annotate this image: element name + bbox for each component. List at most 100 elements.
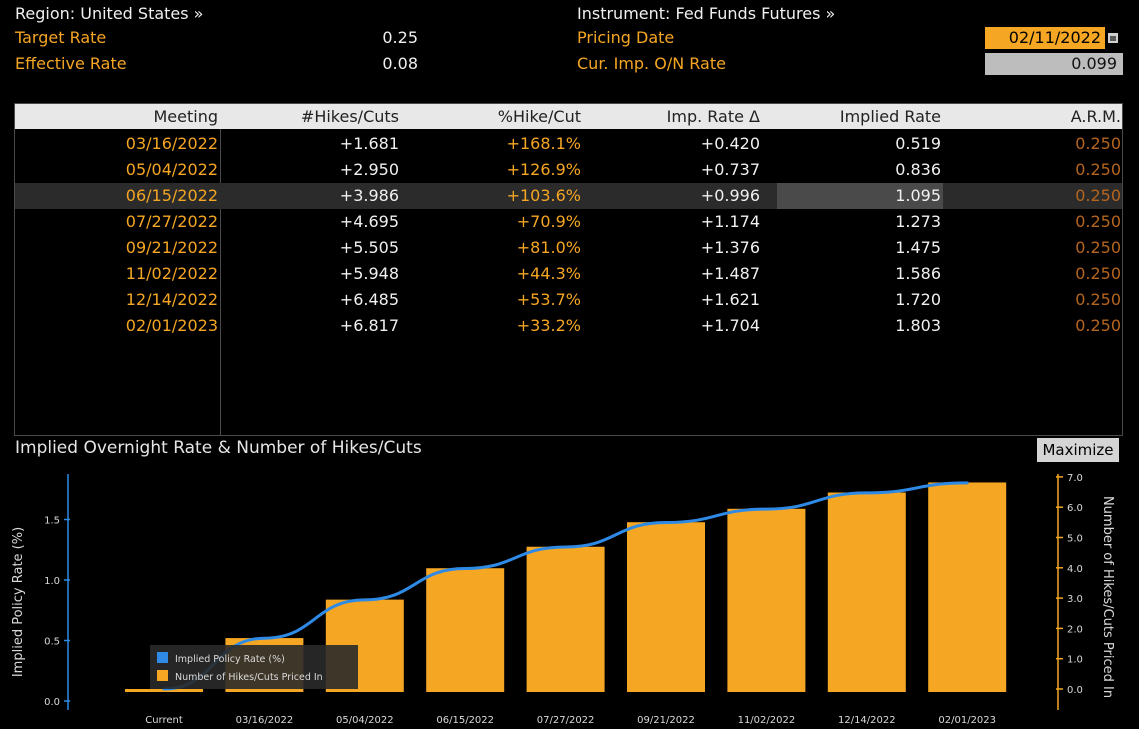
- rate-hikes-chart: 0.0 0.5 1.0 1.5 0.0 1.0 2.0 3.0 4.0 5.0 6.0 7.0 Impl…: [11, 473, 1115, 726]
- table-row[interactable]: 06/15/2022 +3.986 +103.6% +0.996 1.095 0.250: [15, 183, 1122, 209]
- cell-implied-rate: 1.095: [895, 186, 941, 205]
- x-tick-label: 07/27/2022: [537, 715, 595, 726]
- bar-hikes-3: [426, 568, 505, 692]
- cell-implied-rate: 1.720: [895, 290, 941, 309]
- column-divider: [220, 129, 221, 435]
- table-row[interactable]: 03/16/2022 +1.681 +168.1% +0.420 0.519 0.250: [15, 131, 1122, 157]
- effective-rate-value: 0.08: [382, 54, 418, 73]
- cell-meeting-date: 12/14/2022: [125, 290, 218, 309]
- target-rate-value: 0.25: [382, 28, 418, 47]
- cell-meeting-date: 11/02/2022: [125, 264, 218, 283]
- cell-meeting-date: 03/16/2022: [125, 134, 218, 153]
- legend-swatch-hikes: [157, 670, 168, 681]
- x-tick-label: Current: [145, 715, 183, 726]
- cell-hikes-cuts: +6.485: [339, 290, 399, 309]
- x-tick-label: 02/01/2023: [938, 715, 996, 726]
- chart-title: Implied Overnight Rate & Number of Hikes…: [15, 438, 422, 458]
- cell-imp-rate-delta: +1.704: [700, 316, 760, 335]
- cell-arm-rate: 0.250: [1075, 290, 1121, 309]
- legend-box: [150, 645, 358, 689]
- table-row[interactable]: 09/21/2022 +5.505 +81.0% +1.376 1.475 0.250: [15, 235, 1122, 261]
- y-axis-title: Implied Policy Rate (%): [11, 527, 26, 677]
- cell-imp-rate-delta: +1.174: [700, 212, 760, 231]
- cell-pct-hike-cut: +168.1%: [506, 134, 581, 153]
- cell-hikes-cuts: +5.505: [339, 238, 399, 257]
- legend-label-hikes: Number of Hikes/Cuts Priced In: [175, 672, 323, 683]
- right-tick-label: 5.0: [1067, 534, 1083, 545]
- cell-meeting-date: 07/27/2022: [125, 212, 218, 231]
- pricing-date-input[interactable]: 02/11/2022: [985, 27, 1105, 49]
- right-tick-label: 1.0: [1067, 655, 1083, 666]
- selected-cell-highlight: [777, 183, 943, 209]
- x-tick-label: 06/15/2022: [436, 715, 494, 726]
- x-tick-label: 05/04/2022: [336, 715, 394, 726]
- table-row[interactable]: 02/01/2023 +6.817 +33.2% +1.704 1.803 0.250: [15, 313, 1122, 339]
- bar-hikes-6: [727, 508, 806, 692]
- table-row[interactable]: 12/14/2022 +6.485 +53.7% +1.621 1.720 0.250: [15, 287, 1122, 313]
- col-header-meeting[interactable]: Meeting: [153, 107, 218, 126]
- table-row[interactable]: 07/27/2022 +4.695 +70.9% +1.174 1.273 0.250: [15, 209, 1122, 235]
- meeting-table: Meeting #Hikes/Cuts %Hike/Cut Imp. Rate …: [14, 103, 1123, 436]
- col-header-arm[interactable]: A.R.M.: [1070, 107, 1121, 126]
- cell-pct-hike-cut: +70.9%: [516, 212, 581, 231]
- cell-meeting-date: 05/04/2022: [125, 160, 218, 179]
- cell-hikes-cuts: +4.695: [339, 212, 399, 231]
- cell-implied-rate: 1.803: [895, 316, 941, 335]
- cell-meeting-date: 06/15/2022: [125, 186, 218, 205]
- col-header-pct-hike[interactable]: %Hike/Cut: [497, 107, 581, 126]
- target-rate-label: Target Rate: [15, 28, 107, 47]
- col-header-implied-rate[interactable]: Implied Rate: [839, 107, 941, 126]
- right-tick-label: 3.0: [1067, 594, 1083, 605]
- bar-hikes-7: [827, 492, 906, 692]
- right-tick-label: 7.0: [1067, 473, 1083, 484]
- cell-pct-hike-cut: +126.9%: [506, 160, 581, 179]
- cell-arm-rate: 0.250: [1075, 316, 1121, 335]
- left-tick-label: 0.5: [44, 637, 60, 648]
- cell-pct-hike-cut: +81.0%: [516, 238, 581, 257]
- left-tick-label: 0.0: [44, 697, 60, 708]
- cell-pct-hike-cut: +44.3%: [516, 264, 581, 283]
- cell-meeting-date: 02/01/2023: [125, 316, 218, 335]
- region-selector[interactable]: Region: United States »: [15, 4, 204, 23]
- x-tick-label: 03/16/2022: [236, 715, 294, 726]
- x-tick-label: 11/02/2022: [738, 715, 796, 726]
- cell-pct-hike-cut: +33.2%: [516, 316, 581, 335]
- col-header-hikes[interactable]: #Hikes/Cuts: [300, 107, 399, 126]
- calendar-icon[interactable]: [1106, 27, 1120, 49]
- instrument-selector[interactable]: Instrument: Fed Funds Futures »: [577, 4, 836, 23]
- bar-hikes-8: [928, 482, 1007, 692]
- right-tick-label: 6.0: [1067, 503, 1083, 514]
- legend-swatch-rate: [157, 652, 168, 663]
- cell-arm-rate: 0.250: [1075, 186, 1121, 205]
- cell-imp-rate-delta: +0.996: [700, 186, 760, 205]
- cell-implied-rate: 1.273: [895, 212, 941, 231]
- legend-label-rate: Implied Policy Rate (%): [175, 654, 285, 665]
- cell-arm-rate: 0.250: [1075, 160, 1121, 179]
- table-row[interactable]: 05/04/2022 +2.950 +126.9% +0.737 0.836 0.250: [15, 157, 1122, 183]
- bar-hikes-4: [526, 546, 605, 692]
- cur-imp-rate-input[interactable]: 0.099: [985, 53, 1123, 75]
- bar-hikes-5: [627, 522, 705, 692]
- cell-meeting-date: 09/21/2022: [125, 238, 218, 257]
- cell-imp-rate-delta: +0.737: [700, 160, 760, 179]
- maximize-button[interactable]: Maximize: [1037, 438, 1119, 462]
- left-tick-label: 1.5: [44, 516, 60, 527]
- table-header: Meeting #Hikes/Cuts %Hike/Cut Imp. Rate …: [15, 104, 1122, 129]
- x-tick-label: 12/14/2022: [838, 715, 896, 726]
- table-row[interactable]: 11/02/2022 +5.948 +44.3% +1.487 1.586 0.250: [15, 261, 1122, 287]
- cell-implied-rate: 0.836: [895, 160, 941, 179]
- cell-arm-rate: 0.250: [1075, 264, 1121, 283]
- cell-hikes-cuts: +3.986: [339, 186, 399, 205]
- cell-imp-rate-delta: +1.487: [700, 264, 760, 283]
- left-tick-label: 1.0: [44, 576, 60, 587]
- cell-pct-hike-cut: +53.7%: [516, 290, 581, 309]
- cell-imp-rate-delta: +1.376: [700, 238, 760, 257]
- col-header-imp-rate-delta[interactable]: Imp. Rate Δ: [666, 107, 760, 126]
- cell-hikes-cuts: +2.950: [339, 160, 399, 179]
- cell-implied-rate: 0.519: [895, 134, 941, 153]
- cell-arm-rate: 0.250: [1075, 212, 1121, 231]
- cell-implied-rate: 1.475: [895, 238, 941, 257]
- x-tick-label: 09/21/2022: [637, 715, 695, 726]
- pricing-date-label: Pricing Date: [577, 28, 675, 47]
- right-tick-label: 2.0: [1067, 624, 1083, 635]
